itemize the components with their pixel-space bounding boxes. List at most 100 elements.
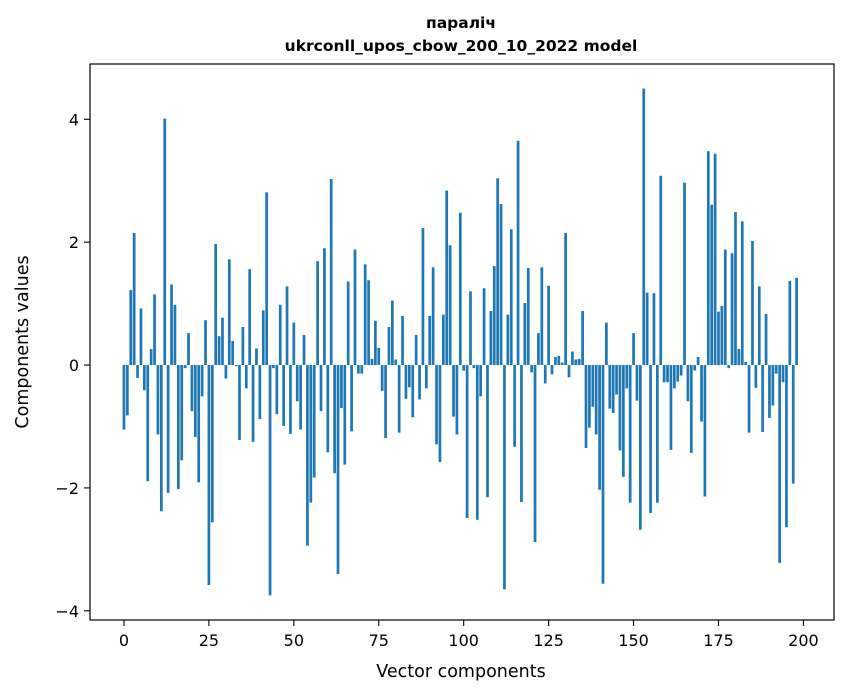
bar-component-93: [438, 365, 442, 463]
bar-component-48: [285, 286, 289, 366]
bar-component-25: [207, 365, 211, 585]
bar-component-98: [455, 365, 459, 435]
x-tick-label: 125: [533, 631, 564, 650]
bar-component-80: [394, 359, 398, 366]
bar-component-116: [516, 140, 520, 366]
bar-component-198: [795, 277, 798, 366]
bar-component-88: [421, 228, 425, 366]
bar-component-68: [353, 249, 357, 366]
bar-component-182: [740, 221, 744, 366]
bar-component-5: [139, 308, 143, 366]
bar-component-193: [778, 365, 782, 563]
bar-component-123: [540, 267, 544, 366]
bar-component-174: [713, 153, 717, 366]
bar-component-168: [693, 365, 697, 371]
bar-component-151: [635, 365, 639, 401]
bar-component-34: [238, 365, 241, 440]
bar-component-76: [380, 365, 384, 391]
bar-component-15: [173, 304, 177, 366]
bar-component-58: [319, 365, 323, 412]
bar-component-31: [227, 259, 231, 366]
bar-component-153: [642, 88, 646, 366]
bar-component-120: [530, 365, 534, 373]
bar-component-172: [706, 151, 710, 366]
bar-component-96: [448, 245, 452, 366]
x-tick-label: 50: [284, 631, 304, 650]
bar-component-147: [622, 365, 625, 477]
bar-component-167: [689, 365, 693, 453]
bar-component-86: [414, 334, 418, 366]
bar-component-111: [499, 204, 503, 366]
bar-component-173: [710, 204, 714, 366]
x-tick-label: 200: [788, 631, 819, 650]
bar-component-125: [547, 285, 550, 366]
bar-component-183: [744, 361, 748, 366]
bar-component-195: [785, 365, 788, 528]
bar-component-106: [482, 288, 486, 366]
bar-component-78: [387, 326, 391, 366]
bar-component-99: [458, 212, 462, 366]
bar-component-145: [615, 365, 618, 395]
chart-title-line-2: ukrconll_upos_cbow_200_10_2022 model: [285, 37, 638, 55]
bar-component-66: [346, 281, 350, 366]
bar-component-191: [771, 365, 775, 406]
bar-component-114: [509, 229, 513, 366]
bar-component-84: [407, 365, 411, 388]
bar-component-11: [159, 365, 163, 512]
bar-component-33: [234, 365, 238, 367]
bar-component-94: [441, 314, 445, 366]
bar-component-143: [608, 365, 612, 409]
bar-component-32: [231, 341, 235, 366]
bar-component-108: [489, 310, 493, 366]
bar-component-41: [261, 310, 265, 366]
y-tick-label: −2: [55, 479, 79, 498]
bar-component-141: [601, 365, 605, 584]
bar-component-42: [265, 192, 269, 366]
bar-component-113: [506, 314, 510, 366]
bar-component-159: [662, 365, 666, 383]
bar-component-117: [520, 365, 523, 503]
x-tick-label: 25: [199, 631, 219, 650]
y-tick-label: 0: [69, 356, 79, 375]
bar-component-74: [374, 320, 377, 366]
bar-component-64: [340, 365, 343, 409]
y-axis-ticks: −4 −2 0 2 4: [55, 110, 90, 621]
x-tick-label: 150: [618, 631, 649, 650]
bar-component-129: [560, 362, 564, 366]
bar-component-46: [278, 304, 282, 366]
bar-component-3: [132, 232, 136, 366]
bar-component-196: [788, 280, 792, 366]
bar-component-178: [727, 365, 731, 369]
bar-component-103: [472, 365, 476, 369]
bar-component-10: [156, 365, 160, 435]
bar-component-55: [309, 365, 313, 503]
bar-component-101: [465, 365, 469, 519]
bar-component-100: [462, 365, 466, 371]
bar-component-24: [204, 320, 207, 366]
bar-component-137: [588, 365, 591, 428]
bar-component-142: [605, 322, 608, 366]
bar-component-2: [129, 290, 133, 366]
bar-component-130: [564, 232, 567, 366]
bar-component-139: [594, 365, 598, 435]
bar-component-128: [557, 355, 561, 366]
bar-component-7: [146, 365, 150, 482]
bar-component-9: [153, 294, 156, 366]
bar-component-19: [187, 333, 190, 366]
bar-component-21: [193, 365, 197, 437]
bar-component-73: [370, 358, 374, 366]
bar-component-53: [302, 334, 306, 366]
bar-component-22: [197, 365, 201, 483]
bar-component-184: [747, 365, 751, 433]
bar-component-180: [734, 212, 737, 366]
bar-component-187: [757, 286, 761, 366]
bar-component-140: [598, 365, 601, 490]
bar-component-138: [591, 365, 595, 407]
bar-component-89: [424, 365, 428, 389]
bar-component-164: [679, 365, 683, 376]
plot-area-frame: [89, 63, 835, 621]
bar-component-162: [672, 365, 676, 389]
bar-component-102: [469, 291, 472, 366]
bar-component-169: [696, 357, 700, 366]
